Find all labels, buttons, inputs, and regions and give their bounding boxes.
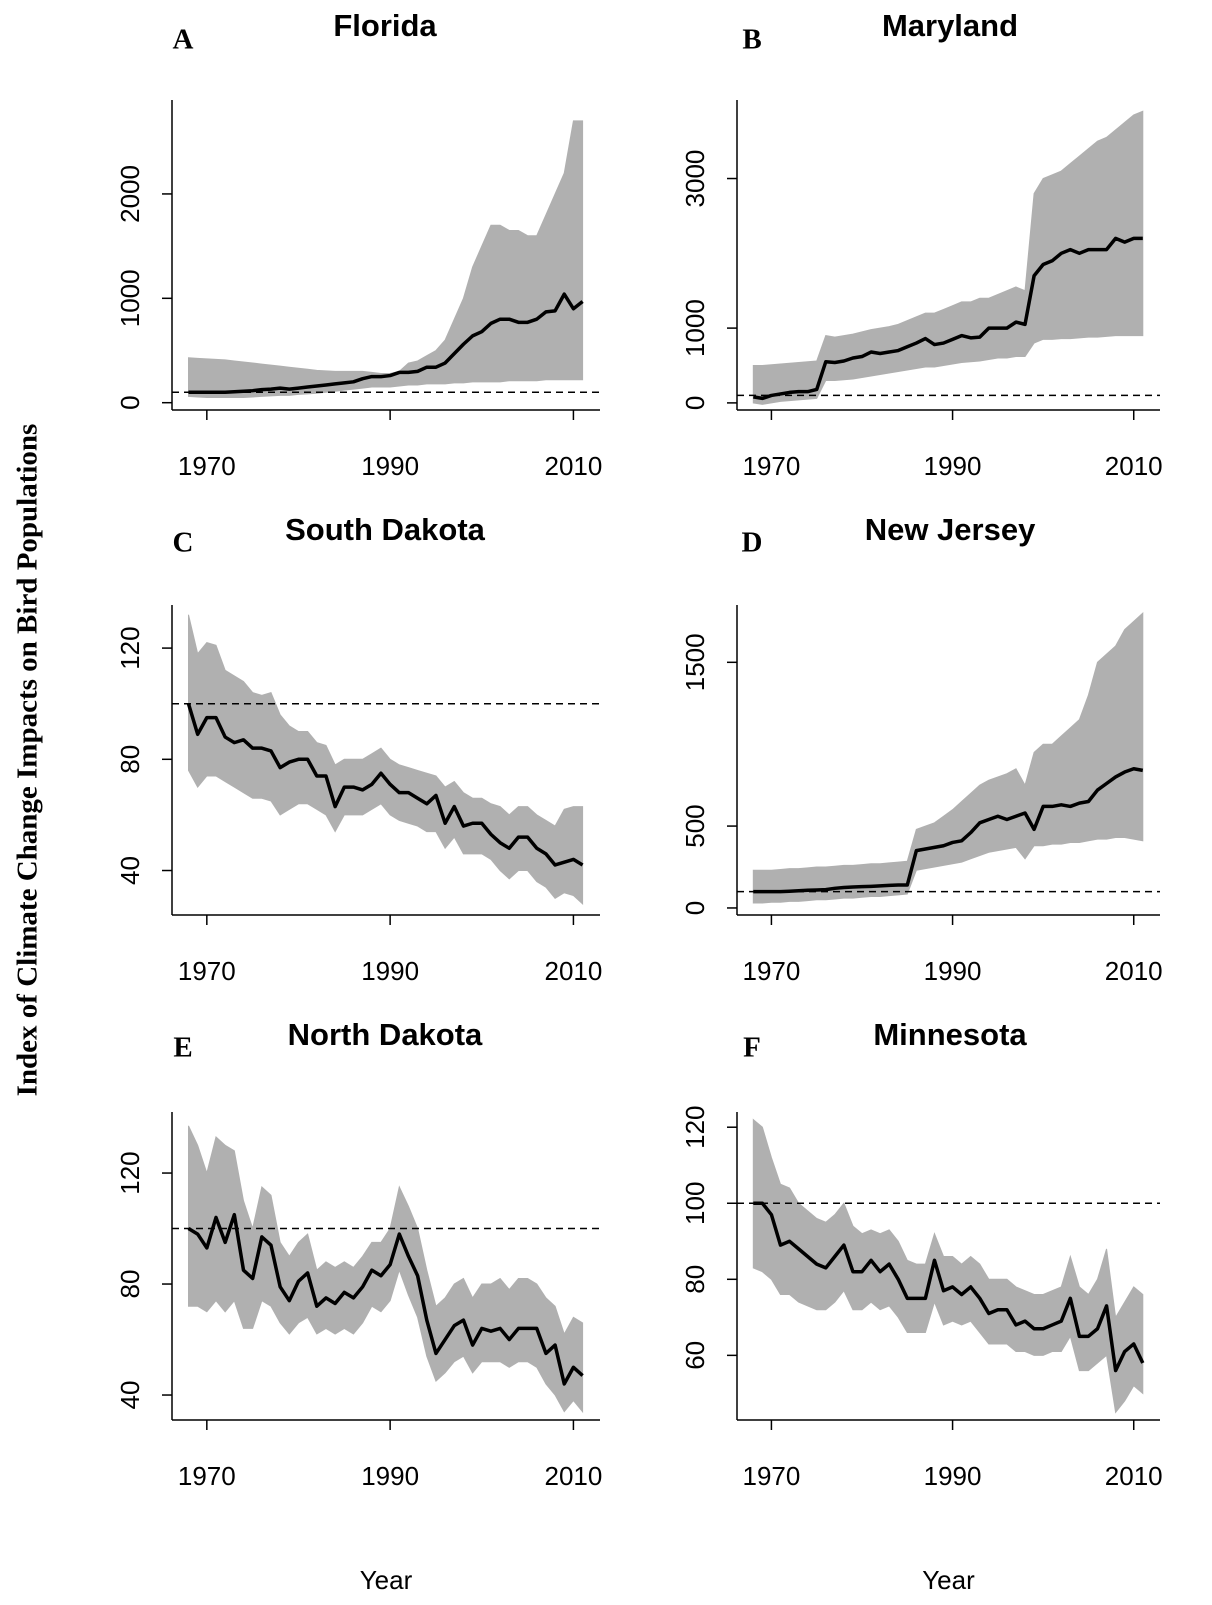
x-tick-label: 1990 [924,956,982,986]
y-tick-label: 120 [115,626,145,669]
y-tick-label: 1000 [115,269,145,327]
x-axis-label: Year [360,1565,413,1595]
y-tick-label: 120 [115,1151,145,1194]
confidence-band [752,110,1144,405]
y-tick-label: 80 [115,1270,145,1299]
panel-letter: B [742,24,761,56]
y-axis-label: Index of Climate Change Impacts on Bird … [12,424,44,1097]
x-tick-label: 2010 [1105,451,1163,481]
x-tick-label: 1970 [742,451,800,481]
x-tick-label: 1970 [742,956,800,986]
index-line [188,292,584,395]
y-tick-label: 2000 [115,165,145,223]
y-tick-label: 0 [115,395,145,409]
y-tick-label: 60 [680,1341,710,1370]
x-tick-label: 1990 [361,451,419,481]
confidence-band [187,614,584,906]
x-tick-label: 1990 [924,451,982,481]
x-tick-label: 2010 [1105,1461,1163,1491]
y-tick-label: 120 [680,1106,710,1149]
index-line [187,1212,584,1386]
y-tick-label: 80 [115,745,145,774]
panel-title: North Dakota [288,1017,483,1052]
x-axis-label: Year [922,1565,975,1595]
y-tick-label: 1000 [680,299,710,357]
panel-letter: C [173,527,194,559]
y-tick-label: 100 [680,1182,710,1225]
y-tick-label: 0 [680,901,710,915]
index-line [186,703,584,867]
y-tick-label: 40 [115,856,145,885]
x-tick-label: 1970 [178,956,236,986]
index-line [753,1201,1145,1373]
confidence-band [752,1118,1144,1414]
x-tick-label: 1990 [361,956,419,986]
x-tick-label: 1990 [361,1461,419,1491]
y-tick-label: 80 [680,1265,710,1294]
index-line [753,236,1143,401]
x-tick-label: 2010 [544,956,602,986]
panel-title: Minnesota [873,1017,1027,1052]
x-tick-label: 2010 [544,451,602,481]
x-tick-label: 1970 [178,451,236,481]
index-line [753,767,1144,894]
confidence-band [752,612,1144,904]
panel-letter: E [173,1032,192,1064]
x-tick-label: 2010 [544,1461,602,1491]
x-tick-label: 1970 [742,1461,800,1491]
panel-title: Maryland [882,8,1018,43]
panel-title: South Dakota [285,512,486,547]
y-tick-label: 3000 [680,150,710,208]
y-tick-label: 500 [680,804,710,847]
panel-title: Florida [333,8,437,43]
x-tick-label: 2010 [1105,956,1163,986]
y-tick-label: 0 [680,396,710,410]
panel-letter: A [173,24,194,56]
y-tick-label: 1500 [680,633,710,691]
x-tick-label: 1990 [924,1461,982,1491]
y-tick-label: 40 [115,1381,145,1410]
x-tick-label: 1970 [178,1461,236,1491]
panel-title: New Jersey [865,512,1036,547]
panel-letter: F [743,1032,761,1064]
panel-letter: D [742,527,763,559]
